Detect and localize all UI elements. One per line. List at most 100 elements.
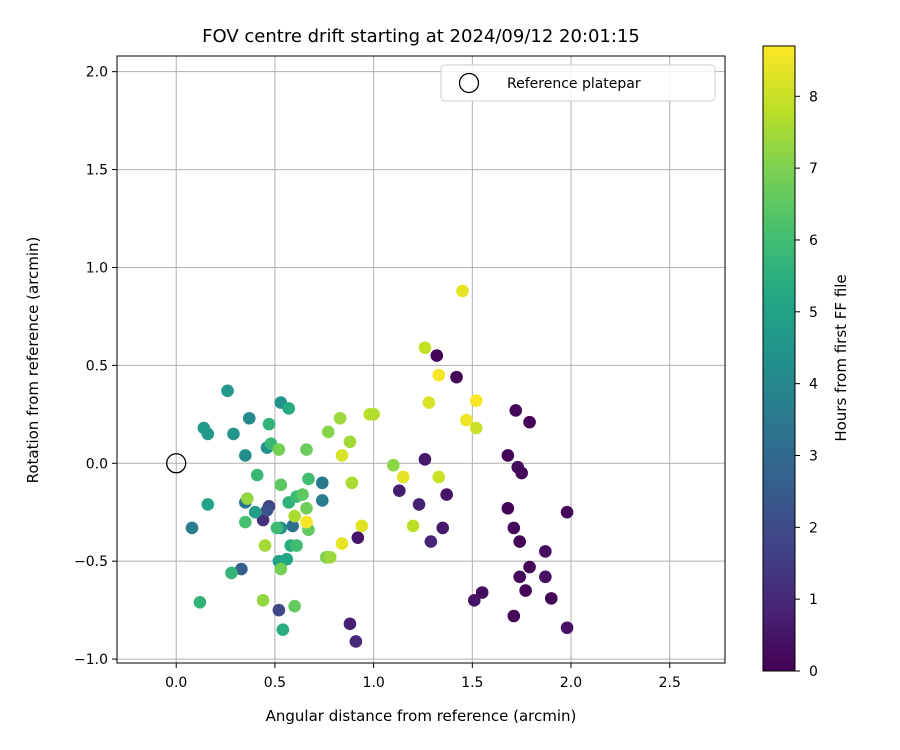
plot-area: 0.0 0.5 1.0 1.5 2.0 2.5 −1.0 −0.5 0.0 0.5 1.0 1.5 2…	[74, 55, 726, 691]
data-point	[288, 599, 301, 613]
data-point	[406, 519, 420, 533]
reference-marker-group	[166, 453, 187, 474]
data-point	[515, 466, 528, 480]
data-point	[396, 470, 410, 484]
data-point	[469, 421, 483, 435]
data-point	[315, 494, 329, 507]
data-point	[256, 594, 270, 607]
data-points	[185, 284, 574, 648]
data-point	[235, 562, 248, 576]
data-point	[432, 368, 446, 382]
data-point	[507, 609, 521, 623]
data-point	[345, 476, 359, 490]
data-point	[523, 415, 536, 429]
data-point	[367, 408, 380, 421]
x-tick-label: 0.0	[165, 675, 187, 691]
data-point	[315, 476, 329, 490]
colorbar-tick-label: 3	[809, 448, 818, 464]
data-point	[343, 435, 357, 449]
data-point	[422, 396, 436, 409]
data-point	[260, 503, 274, 517]
data-point	[560, 505, 574, 519]
data-point	[185, 521, 199, 535]
data-point	[270, 521, 284, 535]
data-point	[412, 498, 426, 511]
data-point	[274, 478, 288, 492]
x-tick-label: 1.5	[461, 675, 483, 691]
data-point	[323, 550, 337, 564]
data-point	[440, 488, 453, 501]
legend-box	[440, 64, 716, 102]
data-point	[513, 570, 527, 584]
data-point	[432, 470, 446, 484]
y-axis-ticks: −1.0 −0.5 0.0 0.5 1.0 1.5 2.0	[74, 65, 117, 668]
data-point	[262, 417, 276, 431]
reference-platepar-marker	[166, 453, 187, 474]
data-point	[272, 443, 286, 456]
colorbar: 0 1 2 3 4 5 6 7 8	[762, 45, 818, 680]
data-point	[280, 552, 294, 566]
colorbar-ticks: 0 1 2 3 4 5 6 7 8	[795, 89, 818, 680]
data-point	[335, 537, 349, 550]
data-point	[288, 509, 301, 523]
x-tick-label: 1.0	[362, 675, 384, 691]
data-point	[351, 531, 365, 544]
data-point	[256, 513, 270, 527]
data-point	[300, 443, 313, 456]
colorbar-tick-label: 4	[809, 377, 818, 393]
data-point	[302, 472, 315, 486]
data-point	[242, 411, 256, 425]
data-point	[349, 635, 363, 648]
data-point	[286, 519, 299, 533]
data-point	[501, 449, 515, 462]
data-point	[523, 560, 536, 574]
data-point	[544, 592, 558, 605]
data-point	[274, 562, 288, 576]
data-point	[513, 535, 527, 548]
data-point	[387, 458, 400, 472]
data-point	[519, 584, 532, 597]
x-tick-label: 2.5	[659, 675, 681, 691]
data-point	[418, 341, 432, 355]
colorbar-tick-label: 1	[809, 592, 818, 608]
data-point	[321, 425, 335, 439]
chart-title: FOV centre drift starting at 2024/09/12 …	[202, 26, 640, 47]
data-point	[469, 394, 483, 407]
colorbar-tick-label: 6	[809, 233, 818, 249]
data-point	[290, 539, 303, 552]
data-point	[201, 427, 215, 441]
data-point	[221, 384, 234, 398]
data-point	[335, 449, 349, 462]
data-point	[539, 545, 552, 558]
data-point	[430, 349, 444, 362]
data-point	[475, 586, 489, 599]
data-point	[239, 449, 252, 462]
y-tick-label: 1.5	[86, 163, 108, 179]
y-axis-label: Rotation from reference (arcmin)	[24, 237, 42, 484]
data-point	[276, 623, 290, 637]
data-point	[201, 498, 215, 511]
data-point	[509, 404, 523, 417]
plot-frame	[116, 55, 726, 664]
data-point	[272, 603, 286, 617]
data-point	[250, 468, 264, 482]
y-tick-label: 0.0	[86, 456, 108, 472]
data-point	[355, 519, 369, 533]
data-point	[240, 492, 254, 505]
colorbar-label: Hours from first FF file	[832, 274, 850, 441]
data-point	[424, 535, 438, 548]
data-point	[456, 284, 469, 298]
data-point	[258, 539, 272, 552]
data-point	[343, 617, 357, 631]
data-point	[460, 413, 473, 427]
data-point	[300, 502, 313, 515]
y-tick-label: −1.0	[74, 652, 108, 668]
colorbar-tick-label: 8	[809, 89, 818, 105]
data-point	[467, 594, 481, 607]
data-point	[282, 402, 296, 415]
data-point	[436, 521, 450, 535]
data-point	[239, 515, 252, 529]
colorbar-tick-label: 2	[809, 520, 818, 536]
data-point	[560, 621, 574, 635]
